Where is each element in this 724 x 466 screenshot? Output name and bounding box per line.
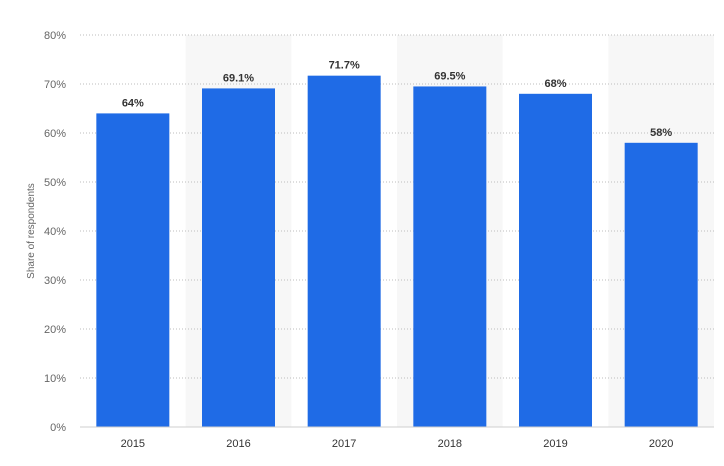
y-tick-label: 60% <box>44 128 66 140</box>
data-label: 69.1% <box>223 72 254 84</box>
data-labels: 64% 69.1% 71.7% 69.5% 68% 58% <box>122 60 673 139</box>
x-tick-label: 2018 <box>438 438 462 450</box>
x-tick-label: 2015 <box>121 438 145 450</box>
data-label: 71.7% <box>329 60 360 72</box>
y-tick-label: 80% <box>44 30 66 42</box>
bars <box>96 75 698 428</box>
x-tick-label: 2017 <box>332 438 356 450</box>
x-tick-label: 2020 <box>649 438 673 450</box>
bar <box>307 75 381 428</box>
y-tick-label: 20% <box>44 324 66 336</box>
x-tick-label: 2019 <box>543 438 567 450</box>
gridlines <box>80 34 714 379</box>
y-tick-label: 70% <box>44 79 66 91</box>
x-tick-label: 2016 <box>226 438 250 450</box>
bar <box>202 88 275 427</box>
data-label: 68% <box>544 78 566 90</box>
x-axis-ticks: 2015 2016 2017 2018 2019 2020 <box>121 438 674 450</box>
y-tick-label: 50% <box>44 177 66 189</box>
data-label: 69.5% <box>434 70 465 82</box>
y-tick-label: 40% <box>44 226 66 238</box>
data-label: 58% <box>650 127 672 139</box>
bar <box>624 142 698 428</box>
y-axis-title: Share of respondents <box>26 183 37 279</box>
bar <box>519 93 592 428</box>
bar <box>96 113 170 428</box>
y-tick-label: 0% <box>50 422 66 434</box>
bar <box>413 86 487 427</box>
y-tick-label: 10% <box>44 373 66 385</box>
y-tick-label: 30% <box>44 275 66 287</box>
y-axis-ticks: 0% 10% 20% 30% 40% 50% 60% 70% 80% <box>44 30 66 434</box>
data-label: 64% <box>122 97 144 109</box>
